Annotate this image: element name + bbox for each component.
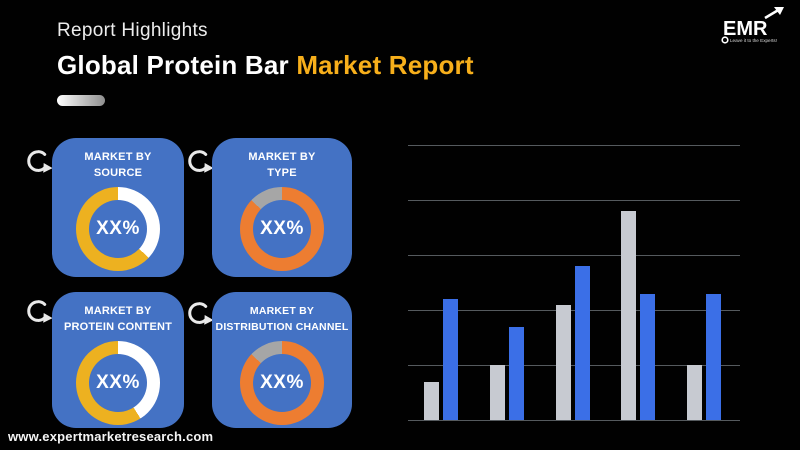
chart-bars (408, 145, 740, 420)
card-title: MARKET BY SOURCE (84, 149, 151, 181)
bar-group (555, 145, 590, 420)
bar-group (621, 145, 656, 420)
card-title: MARKET BY TYPE (248, 149, 315, 181)
logo-arrowhead-icon (774, 7, 784, 15)
donut-chart-distribution-channel: XX% (240, 341, 324, 425)
donut-value: XX% (96, 372, 140, 393)
bar-group (424, 145, 458, 420)
bar-group (687, 145, 721, 420)
card-title: MARKET BY PROTEIN CONTENT (64, 303, 172, 335)
blue-series-bar (508, 326, 524, 420)
donut-value: XX% (260, 372, 304, 393)
blue-series-bar (706, 293, 721, 420)
title-underline-pill (57, 95, 105, 106)
card-title-line1: MARKET BY (248, 151, 316, 163)
card-title-line1: MARKET BY (84, 151, 152, 163)
rotate-arrow-icon (27, 150, 53, 173)
card-title-line2: DISTRIBUTION CHANNEL (215, 321, 349, 333)
title-accent: Market Report (296, 50, 474, 80)
rotate-arrow-icon (27, 300, 53, 323)
donut-value: XX% (260, 218, 304, 239)
gray-series-bar (687, 365, 702, 420)
title-main: Global Protein Bar (57, 50, 289, 80)
card-title-line2: TYPE (267, 167, 297, 179)
emr-logo-text: EMR (723, 18, 768, 40)
card-market-by-protein-content: MARKET BY PROTEIN CONTENT XX% (52, 292, 184, 428)
website-link[interactable]: www.expertmarketresearch.com (8, 429, 214, 444)
gridline (408, 365, 740, 366)
gray-series-bar (424, 381, 439, 420)
gridline (408, 420, 740, 421)
gridline (408, 310, 740, 311)
card-title-line2: PROTEIN CONTENT (63, 321, 173, 333)
blue-series-bar (443, 299, 458, 420)
grouped-bar-chart (408, 145, 740, 421)
card-title-line2: SOURCE (93, 167, 143, 179)
gray-series-bar (621, 211, 637, 420)
gray-series-bar (555, 304, 571, 420)
logo-dot-icon (721, 36, 729, 44)
gridline (408, 200, 740, 201)
emr-logo: EMR Leave it to the Experts! (716, 6, 792, 50)
card-market-by-source: MARKET BY SOURCE XX% (52, 138, 184, 277)
blue-series-bar (574, 266, 590, 420)
gray-series-bar (489, 365, 505, 420)
rotate-arrow-icon (188, 150, 214, 173)
card-market-by-type: MARKET BY TYPE XX% (212, 138, 352, 277)
donut-chart-protein-content: XX% (76, 341, 160, 425)
donut-chart-type: XX% (240, 187, 324, 271)
donut-value: XX% (96, 218, 140, 239)
bar-group (489, 145, 524, 420)
card-title-line1: MARKET BY (249, 305, 315, 317)
blue-series-bar (640, 293, 656, 420)
card-title: MARKET BY DISTRIBUTION CHANNEL (216, 303, 349, 335)
logo-tagline: Leave it to the Experts! (730, 38, 777, 43)
gridline (408, 145, 740, 146)
emr-logo-graphic: EMR Leave it to the Experts! (721, 7, 784, 44)
gridline (408, 255, 740, 256)
eyebrow-text: Report Highlights (57, 20, 208, 41)
rotate-arrow-icon (188, 302, 214, 325)
card-market-by-distribution-channel: MARKET BY DISTRIBUTION CHANNEL XX% (212, 292, 352, 428)
page-title: Global Protein Bar Market Report (57, 50, 474, 81)
card-title-line1: MARKET BY (84, 305, 152, 317)
donut-chart-source: XX% (76, 187, 160, 271)
